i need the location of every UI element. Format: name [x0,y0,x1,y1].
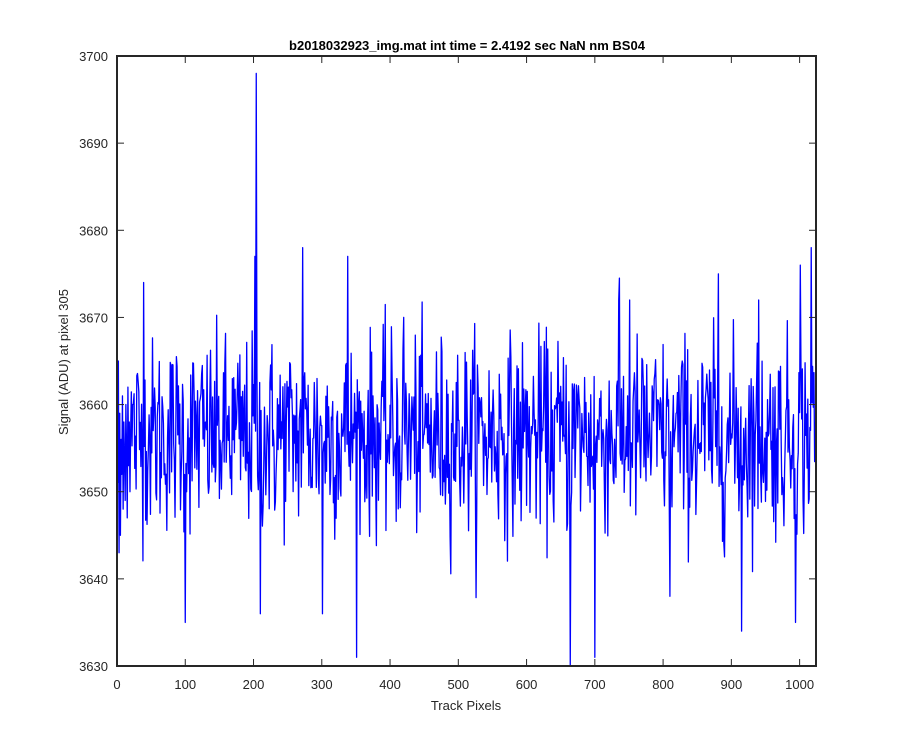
y-tick-label: 3630 [79,659,108,674]
x-tick-label: 700 [584,677,606,692]
chart-title: b2018032923_img.mat int time = 2.4192 se… [289,38,646,53]
x-tick-label: 400 [379,677,401,692]
x-tick-label: 200 [243,677,265,692]
series-line [117,72,817,667]
y-tick-label: 3660 [79,398,108,413]
y-tick-label: 3650 [79,485,108,500]
x-axis-label: Track Pixels [431,698,502,713]
y-axis-label: Signal (ADU) at pixel 305 [56,289,71,435]
x-tick-label: 0 [113,677,120,692]
y-tick-label: 3690 [79,136,108,151]
x-tick-label: 300 [311,677,333,692]
y-tick-label: 3640 [79,572,108,587]
y-tick-label: 3670 [79,310,108,325]
x-axis: 0 100 200 300 400 500 600 700 800 900 1000 [113,56,814,692]
x-tick-label: 500 [447,677,469,692]
y-tick-label: 3700 [79,49,108,64]
x-tick-label: 900 [721,677,743,692]
x-tick-label: 800 [652,677,674,692]
y-axis: 3630 3640 3650 3660 3670 3680 3690 3700 [79,49,816,674]
x-tick-label: 100 [174,677,196,692]
y-tick-label: 3680 [79,223,108,238]
axes-box [116,55,817,667]
x-tick-label: 600 [516,677,538,692]
x-tick-label: 1000 [785,677,814,692]
plot-area [116,55,817,667]
